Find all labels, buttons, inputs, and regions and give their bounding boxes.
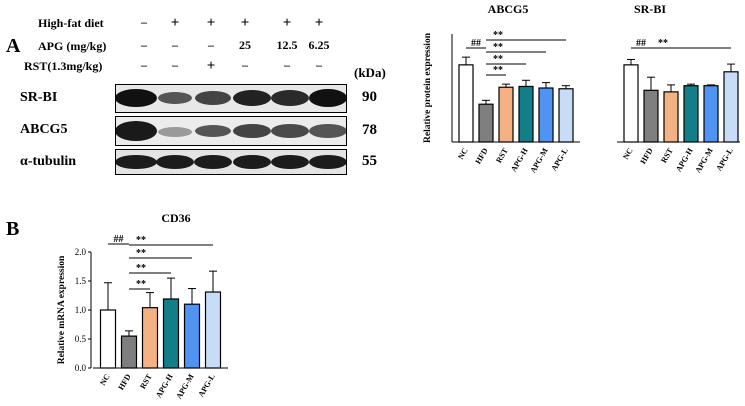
x-tick-label: APG-H	[154, 372, 175, 399]
bar	[518, 85, 534, 143]
bar	[643, 89, 659, 143]
panel-label-a: A	[6, 35, 21, 57]
condition-cell: –	[172, 58, 178, 72]
condition-cell: +	[206, 58, 216, 74]
condition-cell: –	[141, 58, 147, 72]
chart-title: CD36	[161, 211, 190, 225]
significance-label: ##	[636, 38, 646, 49]
bar	[683, 85, 699, 143]
chart-title: SR-BI	[634, 2, 666, 16]
condition-cell: –	[242, 58, 248, 72]
blot-image-abcg5	[115, 116, 347, 146]
condition-cell: 25	[239, 38, 251, 52]
kda-unit-label: (kDa)	[354, 65, 386, 80]
significance-label: **	[493, 54, 503, 65]
condition-cell: +	[282, 15, 292, 31]
kda-tubulin: 55	[362, 153, 377, 169]
x-tick-label: APG-M	[174, 372, 196, 400]
x-tick-label: APG-L	[549, 147, 569, 173]
x-tick-label: HFD	[638, 146, 654, 165]
x-tick-label: APG-L	[714, 147, 734, 173]
condition-cell: +	[240, 15, 250, 31]
x-tick-label: APG-M	[693, 146, 715, 174]
condition-cell: +	[170, 15, 180, 31]
x-tick-label: NC	[456, 146, 470, 161]
y-axis-label: Relative mRNA expression	[57, 255, 67, 364]
condition-cell: 6.25	[308, 38, 330, 52]
x-tick-label: RST	[659, 146, 675, 165]
bar	[141, 307, 159, 369]
kda-abcg5: 78	[362, 122, 377, 138]
y-tick-label: 0.5	[75, 334, 87, 344]
blot-label-abcg5: ABCG5	[20, 122, 68, 137]
condition-label-apg: APG (mg/kg)	[38, 39, 107, 53]
condition-label-rst: RST(1.3mg/kg)	[24, 59, 103, 73]
significance-label: ##	[114, 234, 124, 245]
blot-image-tubulin	[115, 149, 347, 175]
x-tick-label: HFD	[473, 146, 489, 165]
bar	[663, 91, 679, 143]
significance-label: **	[136, 279, 146, 290]
y-tick-label: 2.0	[75, 247, 87, 257]
condition-cell: –	[141, 38, 147, 52]
bar	[120, 335, 138, 369]
significance-label: **	[136, 248, 146, 259]
x-tick-label: NC	[621, 146, 635, 161]
panel-label-b: B	[6, 218, 20, 240]
condition-label-hfd: High-fat diet	[38, 16, 104, 30]
significance-label: **	[658, 38, 668, 49]
blot-image-srbi	[115, 84, 347, 113]
condition-cell: 12.5	[276, 38, 298, 52]
chart-title: ABCG5	[488, 2, 529, 16]
bar	[458, 64, 474, 143]
y-tick-label: 0.0	[75, 363, 87, 373]
y-axis-label: Relative protein expression	[423, 32, 433, 143]
x-tick-label: RST	[138, 372, 154, 391]
significance-label: **	[136, 263, 146, 274]
bar	[623, 64, 639, 143]
bar	[723, 71, 739, 143]
bar	[478, 103, 494, 143]
condition-cell: –	[141, 15, 147, 29]
condition-cell: +	[206, 15, 216, 31]
bar	[162, 298, 180, 369]
x-tick-label: HFD	[116, 372, 132, 391]
bar	[498, 86, 514, 143]
significance-label: **	[493, 30, 503, 41]
x-tick-label: APG-M	[528, 146, 550, 174]
condition-cell: –	[284, 58, 290, 72]
y-tick-label: 1.5	[75, 276, 87, 286]
x-tick-label: NC	[98, 372, 112, 387]
condition-cell: –	[172, 38, 178, 52]
condition-cell: –	[316, 58, 322, 72]
bar	[538, 87, 554, 143]
bar	[183, 303, 201, 369]
bar	[703, 85, 719, 143]
blot-label-tubulin: α-tubulin	[20, 154, 77, 169]
x-tick-label: APG-L	[196, 373, 216, 399]
condition-cell: +	[314, 15, 324, 31]
blot-label-srbi: SR-BI	[20, 90, 58, 105]
significance-label: ##	[471, 38, 481, 49]
bar	[99, 309, 117, 369]
x-tick-label: APG-H	[674, 146, 695, 173]
y-tick-label: 1.0	[75, 305, 87, 315]
cd36-mrna-chart: 0.0 0.5 1.0 1.5 2.0 Relative mRNA expression N…	[57, 211, 228, 400]
bar	[558, 88, 574, 143]
bar	[204, 291, 222, 369]
x-tick-label: RST	[494, 146, 510, 165]
x-tick-label: APG-H	[509, 146, 530, 173]
significance-label: **	[136, 235, 146, 246]
kda-srbi: 90	[362, 89, 377, 105]
significance-label: **	[493, 42, 503, 53]
condition-cell: –	[208, 38, 214, 52]
significance-label: **	[493, 65, 503, 76]
